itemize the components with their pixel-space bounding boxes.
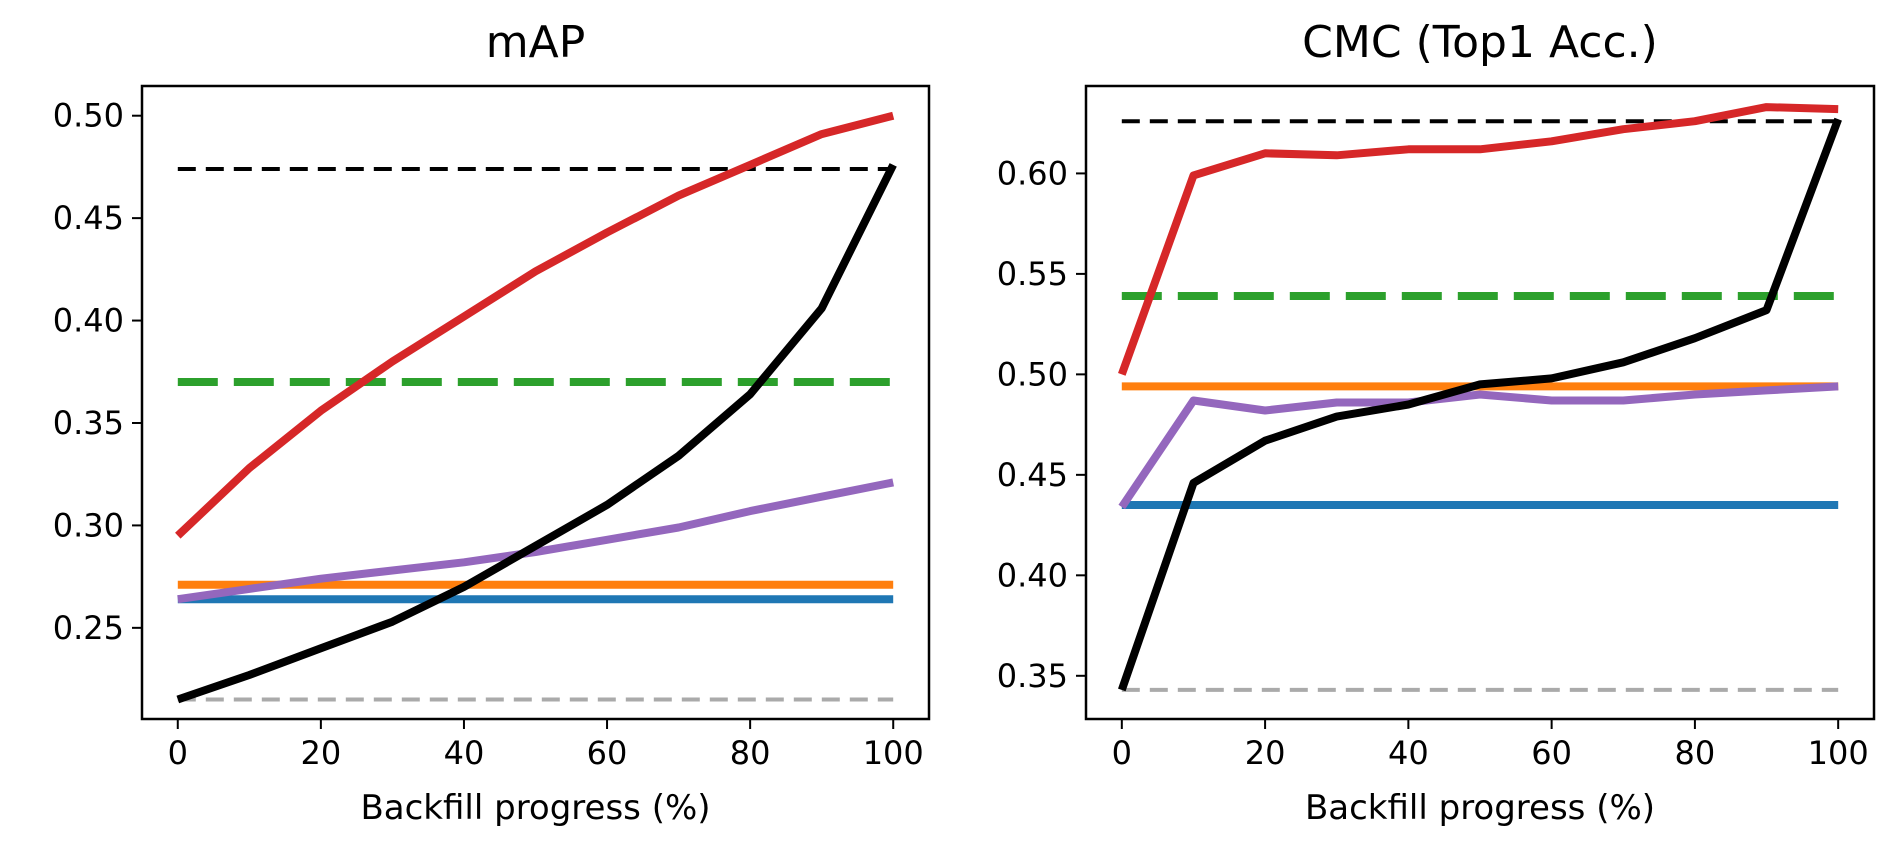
series-line-7 <box>1118 117 1842 692</box>
series-line-5 <box>1118 382 1839 510</box>
x-tick-label: 40 <box>444 734 485 772</box>
x-tick-label: 0 <box>168 734 188 772</box>
series-line-7 <box>176 163 897 704</box>
series-line-5 <box>177 478 894 604</box>
y-tick-label: 0.45 <box>997 456 1068 494</box>
x-tick-label: 80 <box>730 734 771 772</box>
chart-title: mAP <box>486 17 586 68</box>
axes-frame <box>1084 84 1876 721</box>
x-tick-label: 60 <box>587 734 628 772</box>
y-tick-label: 0.25 <box>53 609 124 647</box>
series-line-6 <box>1118 103 1839 376</box>
y-tick-label: 0.45 <box>53 199 124 237</box>
x-axis-label: Backfill progress (%) <box>360 788 710 828</box>
x-tick-label: 40 <box>1388 734 1429 772</box>
axes-frame <box>140 84 931 721</box>
y-tick-label: 0.35 <box>53 404 124 442</box>
x-tick-label: 20 <box>301 734 342 772</box>
y-tick-label: 0.35 <box>997 657 1068 695</box>
y-tick-label: 0.30 <box>53 506 124 544</box>
x-tick-label: 0 <box>1112 734 1132 772</box>
series-group <box>175 111 897 704</box>
y-tick-label: 0.40 <box>53 302 124 340</box>
y-tick-label: 0.40 <box>997 556 1068 594</box>
x-tick-label: 20 <box>1245 734 1286 772</box>
x-axis-label: Backfill progress (%) <box>1305 788 1655 828</box>
map-panel: 0 20 40 60 80 100 0.25 0.30 0.35 0.40 0.45 0.50 mAP B… <box>53 17 931 828</box>
series-line-6 <box>175 111 895 539</box>
y-tick-label: 0.60 <box>997 154 1068 192</box>
x-tick-label: 100 <box>1808 734 1869 772</box>
y-tick-label: 0.55 <box>997 255 1068 293</box>
y-tick-label: 0.50 <box>53 97 124 135</box>
x-tick-label: 80 <box>1675 734 1716 772</box>
x-tick-label: 60 <box>1531 734 1572 772</box>
series-group <box>1118 103 1842 692</box>
y-tick-label: 0.50 <box>997 355 1068 393</box>
cmc-panel: 0 20 40 60 80 100 0.35 0.40 0.45 0.50 0.55 0.60 CMC … <box>997 17 1876 828</box>
chart-title: CMC (Top1 Acc.) <box>1302 17 1658 68</box>
x-tick-label: 100 <box>863 734 924 772</box>
